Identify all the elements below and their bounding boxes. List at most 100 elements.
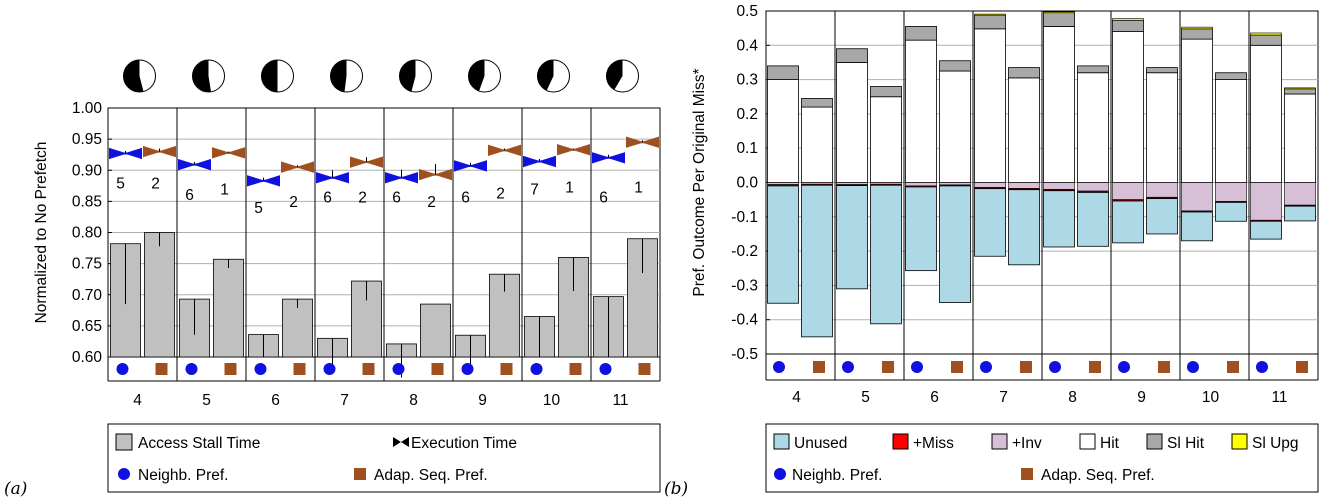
neighb-marker (1256, 361, 1268, 373)
adap-marker (882, 361, 894, 373)
neighb-marker (392, 363, 405, 375)
unused-bar (801, 184, 833, 338)
unused-bar (1181, 211, 1213, 242)
neighb-marker (1187, 361, 1199, 373)
y-tick-label: 0.0 (736, 175, 758, 192)
legend-swatch-neighb (118, 468, 130, 480)
adap-marker (951, 361, 963, 373)
legend-swatch-stall (115, 433, 133, 451)
x-tick-label: 9 (478, 392, 487, 409)
x-tick-label: 4 (133, 392, 142, 409)
sl-hit-bar (1215, 72, 1247, 80)
pie-slice (123, 60, 144, 93)
sl-hit-bar (767, 65, 799, 80)
hit-bar (1043, 26, 1075, 183)
legend-label-adap: Adap. Seq. Pref. (1041, 467, 1155, 484)
x-tick-label: 6 (930, 389, 939, 406)
y-tick-label: 0.85 (72, 193, 102, 210)
x-tick-label: 5 (861, 389, 870, 406)
sl-hit-bar (1284, 88, 1316, 95)
adap-marker (1089, 361, 1101, 373)
adap-marker (431, 363, 444, 375)
adap-marker (224, 363, 237, 375)
hit-bar (1284, 93, 1316, 183)
sl-hit-bar (1146, 67, 1178, 74)
x-tick-label: 8 (409, 392, 418, 409)
adap-marker (155, 363, 168, 375)
adap-marker (638, 363, 651, 375)
adap-marker (293, 363, 306, 375)
unused-bar (1146, 198, 1178, 235)
unused-bar (1077, 192, 1109, 247)
sl-hit-bar (905, 26, 937, 41)
unused-bar (939, 185, 971, 303)
inv-bar (1250, 182, 1282, 221)
x-tick-label: 6 (271, 392, 280, 409)
hit-bar (1146, 72, 1178, 183)
panel-b: -0.5 -0.4 -0.3 -0.2 -0.1 0.0 0.1 0.2 0.3 0.4 0.5 Pr… (691, 3, 1319, 493)
panel-b-label: (b) (664, 479, 688, 499)
unused-bar (836, 185, 868, 290)
legend-label-inv: +Inv (1012, 435, 1042, 452)
count-label: 5 (116, 175, 125, 192)
neighb-marker (980, 361, 992, 373)
y-tick-label: 0.90 (72, 162, 103, 179)
sl-upg-bar (1112, 18, 1144, 21)
neighb-marker (1118, 361, 1130, 373)
y-axis-label: Pref. Outcome Per Original Miss* (691, 68, 708, 296)
y-tick-label: 0.65 (72, 318, 102, 335)
stall-bar (282, 298, 313, 358)
neighb-marker (254, 363, 267, 375)
pie-slice (192, 60, 212, 92)
neighb-marker (842, 361, 854, 373)
count-label: 2 (358, 190, 367, 207)
count-label: 2 (289, 194, 298, 211)
y-tick-label: -0.1 (731, 209, 758, 226)
count-label: 1 (220, 182, 229, 199)
legend-swatch-inv (991, 433, 1008, 450)
sl-upg-bar (1181, 26, 1213, 30)
sl-hit-bar (1181, 28, 1213, 40)
count-label: 1 (565, 180, 574, 197)
legend-label-neighb: Neighb. Pref. (138, 467, 228, 484)
sl-hit-bar (939, 60, 971, 72)
stall-bar (213, 258, 244, 358)
unused-bar (905, 186, 937, 272)
stall-bar (144, 232, 175, 358)
x-tick-label: 10 (1202, 389, 1220, 406)
pie-slice (330, 60, 347, 92)
neighb-marker (530, 363, 543, 375)
unused-bar (1215, 201, 1247, 222)
legend-swatch-sl_hit (1146, 433, 1163, 450)
inv-bar (1181, 182, 1213, 212)
adap-marker (500, 363, 513, 375)
unused-bar (1008, 189, 1040, 266)
y-tick-label: -0.2 (731, 243, 758, 260)
unused-bar (870, 184, 902, 325)
count-label: 6 (599, 190, 608, 207)
legend-swatch-miss (892, 433, 909, 450)
pie-slice (606, 60, 623, 90)
y-tick-label: 0.3 (736, 72, 758, 89)
inv-bar (939, 182, 971, 186)
hit-bar (836, 62, 868, 183)
hit-bar (939, 70, 971, 183)
legend-swatch-adap (354, 468, 366, 480)
adap-marker (1227, 361, 1239, 373)
inv-bar (974, 182, 1006, 188)
inv-bar (1215, 182, 1247, 202)
hit-bar (767, 79, 799, 183)
x-tick-label: 9 (1137, 389, 1146, 406)
legend-swatch-hit (1079, 433, 1096, 450)
legend-label-neighb: Neighb. Pref. (792, 467, 882, 484)
legend-label-sl_upg: Sl Upg (1252, 435, 1299, 452)
x-tick-label: 7 (999, 389, 1008, 406)
sl-hit-bar (1008, 67, 1040, 79)
adap-marker (1158, 361, 1170, 373)
hit-bar (1215, 79, 1247, 183)
sl-hit-bar (1112, 19, 1144, 32)
inv-bar (1008, 182, 1040, 189)
hit-bar (1181, 38, 1213, 183)
hit-bar (1008, 77, 1040, 183)
count-label: 2 (427, 194, 436, 211)
